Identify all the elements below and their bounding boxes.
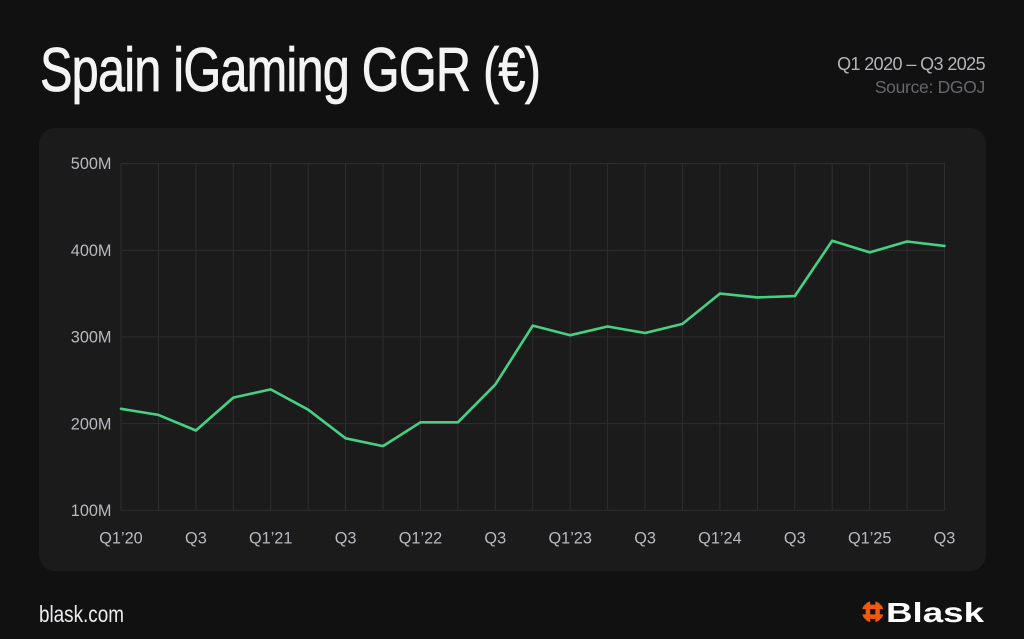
svg-text:200M: 200M	[71, 415, 112, 433]
svg-text:Q3: Q3	[484, 530, 506, 548]
svg-text:Q1’25: Q1’25	[848, 530, 891, 548]
svg-text:Q3: Q3	[335, 530, 357, 548]
svg-text:Q1’23: Q1’23	[548, 530, 591, 548]
svg-text:400M: 400M	[71, 242, 112, 260]
svg-text:Q1’20: Q1’20	[99, 530, 142, 548]
svg-text:Q3: Q3	[634, 530, 656, 548]
svg-text:500M: 500M	[71, 155, 112, 173]
svg-text:Q3: Q3	[934, 530, 956, 548]
svg-text:Q1’21: Q1’21	[249, 530, 292, 548]
svg-text:Q1’24: Q1’24	[698, 530, 741, 548]
svg-text:Q1’22: Q1’22	[399, 530, 442, 548]
svg-text:Q3: Q3	[784, 530, 806, 548]
svg-text:Q3: Q3	[185, 530, 207, 548]
svg-text:100M: 100M	[71, 502, 112, 520]
svg-text:300M: 300M	[71, 329, 112, 347]
